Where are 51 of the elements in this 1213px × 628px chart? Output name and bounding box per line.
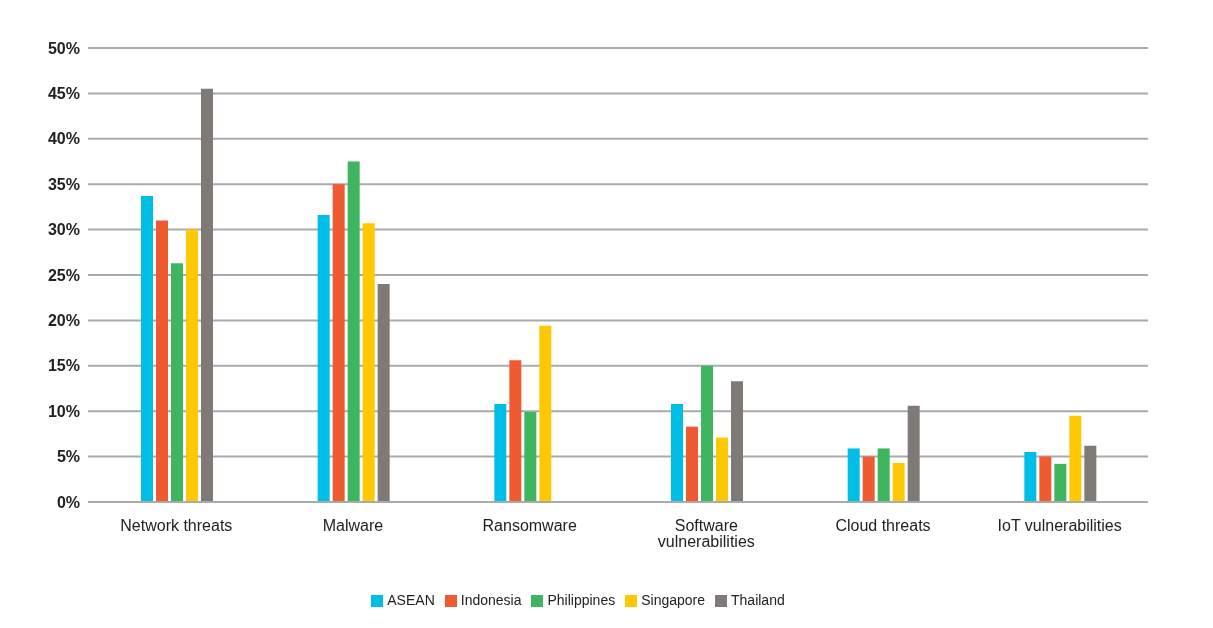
bar: [1084, 445, 1097, 502]
bar: [347, 161, 360, 502]
legend-label: ASEAN: [387, 592, 435, 608]
bar: [362, 223, 375, 502]
bar: [862, 456, 875, 502]
bar: [332, 184, 345, 502]
legend-label: Singapore: [641, 592, 706, 608]
bar: [509, 360, 522, 502]
bar: [716, 437, 728, 502]
legend-label: Indonesia: [460, 592, 522, 608]
legend-label: Philippines: [547, 592, 616, 608]
bar: [524, 412, 537, 502]
bar: [141, 196, 153, 502]
bar: [892, 462, 905, 502]
bar: [494, 403, 507, 502]
y-tick-label: 40%: [47, 130, 80, 148]
bar: [201, 88, 213, 502]
y-tick-label: 25%: [47, 266, 80, 284]
bar: [847, 448, 860, 502]
bar: [1039, 456, 1052, 502]
bar: [731, 381, 743, 502]
y-tick-label: 30%: [47, 221, 80, 239]
legend-label: Thailand: [731, 592, 785, 608]
y-tick-label: 50%: [47, 39, 80, 57]
bar: [701, 365, 713, 502]
bar: [317, 215, 330, 502]
y-tick-label: 5%: [56, 448, 80, 466]
bar: [171, 263, 183, 502]
x-tick-label: Ransomware: [482, 517, 577, 535]
bar: [907, 405, 920, 502]
y-tick-label: 45%: [47, 85, 80, 103]
x-tick-label: Cloud threats: [835, 517, 931, 535]
x-tick-label: IoT vulnerabilities: [997, 517, 1122, 535]
bar: [671, 403, 683, 502]
bar: [1024, 452, 1037, 502]
y-tick-label: 15%: [47, 357, 80, 375]
bar: [877, 448, 890, 502]
x-tick-label: Software vulnerabilities: [657, 517, 755, 551]
x-tick-label: Malware: [322, 517, 384, 535]
y-tick-label: 10%: [47, 402, 80, 420]
bar: [1069, 415, 1082, 502]
y-tick-label: 20%: [47, 312, 80, 330]
bar: [377, 284, 390, 502]
bar: [1054, 463, 1067, 502]
x-tick-label: Network threats: [120, 517, 233, 535]
bar: [686, 426, 698, 502]
y-tick-label: 0%: [56, 493, 80, 511]
bar: [156, 220, 168, 502]
bar: [539, 325, 552, 502]
y-tick-label: 35%: [47, 175, 80, 193]
bar: [186, 229, 198, 502]
